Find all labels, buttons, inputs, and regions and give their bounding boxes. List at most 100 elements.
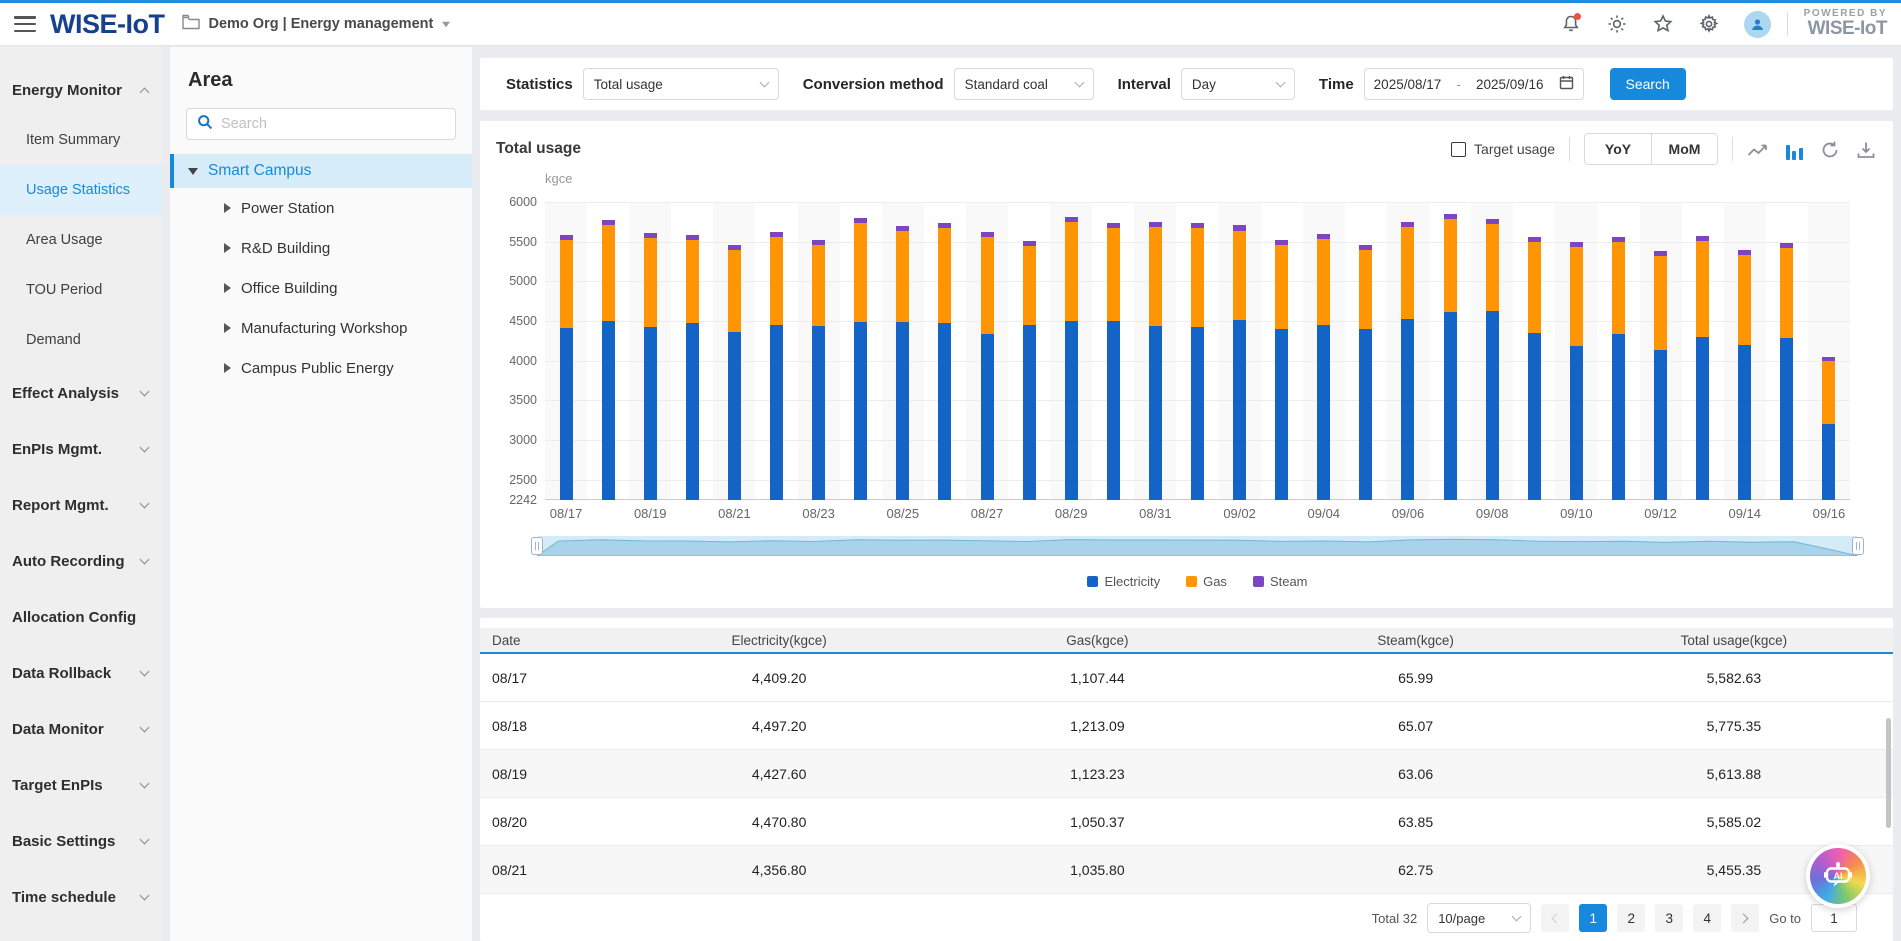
- bar-segment-steam: [854, 218, 868, 224]
- page-button-2[interactable]: 2: [1617, 904, 1646, 932]
- bar-segment-steam: [1148, 222, 1162, 228]
- search-button[interactable]: Search: [1609, 68, 1686, 100]
- sidebar-item-label: Usage Statistics: [26, 182, 130, 198]
- sidebar-item-basic-settings[interactable]: Basic Settings: [0, 813, 162, 869]
- sidebar-item-effect-analysis[interactable]: Effect Analysis: [0, 365, 162, 421]
- page-button-4[interactable]: 4: [1693, 904, 1722, 932]
- caret-right-icon: [224, 203, 231, 213]
- refresh-icon[interactable]: [1819, 138, 1841, 160]
- table-row: 08/20 4,470.80 1,050.37 63.85 5,585.02: [480, 798, 1893, 846]
- sidebar-item-usage-statistics[interactable]: Usage Statistics: [0, 165, 162, 215]
- x-axis-tick: 08/23: [802, 506, 835, 521]
- page-button-1[interactable]: 1: [1579, 904, 1608, 932]
- sidebar-item-enpis-mgmt[interactable]: EnPIs Mgmt.: [0, 421, 162, 477]
- tree-node-smart-campus[interactable]: Smart Campus: [170, 154, 472, 188]
- goto-page-input[interactable]: [1811, 904, 1857, 932]
- y-axis-tick: 2500: [509, 472, 537, 487]
- conversion-method-label: Conversion method: [802, 75, 944, 93]
- bar-segment-gas: [1106, 227, 1120, 321]
- sidebar-item-data-monitor[interactable]: Data Monitor: [0, 701, 162, 757]
- column-header-total-usage-kgce: Total usage(kgce): [1680, 632, 1788, 648]
- prev-page-button[interactable]: [1541, 904, 1570, 932]
- sidebar-item-tou-period[interactable]: TOU Period: [0, 265, 162, 315]
- bar-segment-gas: [1359, 250, 1373, 329]
- sidebar-item-item-summary[interactable]: Item Summary: [0, 115, 162, 165]
- tree-node-campus-public-energy[interactable]: Campus Public Energy: [186, 348, 456, 388]
- chevron-down-icon: [442, 21, 451, 27]
- table-cell: 5,613.88: [1706, 765, 1762, 782]
- bar-segment-steam: [938, 223, 952, 229]
- x-axis-tick: 09/16: [1812, 506, 1846, 521]
- bar-segment-steam: [1611, 236, 1625, 243]
- line-chart-icon[interactable]: [1747, 138, 1769, 160]
- datazoom-handle-right[interactable]: [1852, 537, 1864, 555]
- tree-node-manufacturing-workshop[interactable]: Manufacturing Workshop: [186, 308, 456, 348]
- tree-node-r-d-building[interactable]: R&D Building: [186, 228, 456, 268]
- time-range-picker[interactable]: 2025/08/17 - 2025/09/16: [1363, 68, 1584, 100]
- settings-gear-icon[interactable]: [1698, 13, 1720, 35]
- page-button-3[interactable]: 3: [1655, 904, 1684, 932]
- sidebar-item-target-enpis[interactable]: Target EnPIs: [0, 757, 162, 813]
- mom-button[interactable]: MoM: [1651, 134, 1717, 164]
- datazoom-handle-left[interactable]: [531, 537, 543, 555]
- bar-segment-gas: [1780, 248, 1794, 339]
- x-axis-tick: 09/06: [1391, 506, 1425, 521]
- bar-segment-gas: [1233, 230, 1247, 321]
- legend-item-electricity[interactable]: Electricity: [1087, 574, 1160, 589]
- bar-segment-gas: [1822, 360, 1836, 425]
- theme-brightness-icon[interactable]: [1606, 13, 1628, 35]
- sidebar-item-allocation-config[interactable]: Allocation Config: [0, 589, 162, 645]
- org-selector[interactable]: Demo Org | Energy management: [182, 14, 451, 34]
- brand-logo: WISE-IoT: [50, 8, 165, 39]
- table-cell: 5,775.35: [1706, 717, 1762, 734]
- bar-segment-gas: [770, 236, 784, 325]
- y-axis-tick: 2242: [509, 493, 537, 507]
- bar-segment-steam: [1401, 221, 1415, 227]
- bar-segment-gas: [1696, 241, 1710, 337]
- datazoom-slider[interactable]: [531, 536, 1864, 556]
- sidebar-item-energy-monitor[interactable]: Energy Monitor: [0, 65, 162, 115]
- chevron-down-icon: [139, 778, 150, 788]
- sidebar-item-auto-recording[interactable]: Auto Recording: [0, 533, 162, 589]
- tree-node-office-building[interactable]: Office Building: [186, 268, 456, 308]
- table-cell: 4,497.20: [751, 717, 807, 734]
- target-usage-checkbox[interactable]: [1451, 141, 1467, 157]
- bar-segment-electricity: [1611, 334, 1625, 500]
- chevron-down-icon: [1074, 77, 1085, 88]
- hamburger-menu-icon[interactable]: [14, 16, 36, 32]
- caret-right-icon: [224, 283, 231, 293]
- legend-item-gas[interactable]: Gas: [1186, 574, 1227, 589]
- conversion-method-select[interactable]: Standard coal: [953, 68, 1094, 100]
- tree-node-label: Power Station: [241, 199, 335, 217]
- legend-swatch: [1252, 576, 1264, 587]
- notifications-bell-icon[interactable]: [1560, 13, 1582, 35]
- ai-assistant-button[interactable]: AI: [1806, 844, 1870, 908]
- bar-segment-electricity: [1191, 327, 1204, 500]
- page-size-select[interactable]: 10/page: [1427, 903, 1532, 933]
- bar-segment-steam: [812, 239, 826, 245]
- favorite-star-icon[interactable]: [1652, 13, 1674, 35]
- user-avatar[interactable]: [1743, 10, 1771, 38]
- sidebar-item-report-mgmt[interactable]: Report Mgmt.: [0, 477, 162, 533]
- sidebar-item-demand[interactable]: Demand: [0, 315, 162, 365]
- sidebar-item-time-schedule[interactable]: Time schedule: [0, 869, 162, 925]
- interval-select[interactable]: Day: [1180, 68, 1295, 100]
- statistics-select[interactable]: Total usage: [582, 68, 779, 100]
- caret-right-icon: [224, 323, 231, 333]
- sidebar-item-label: Allocation Config: [12, 608, 137, 626]
- bar-segment-steam: [980, 231, 994, 237]
- area-search-input[interactable]: [221, 116, 445, 132]
- bar-segment-gas: [1527, 242, 1541, 333]
- yoy-button[interactable]: YoY: [1585, 134, 1651, 164]
- sidebar-item-label: Data Monitor: [12, 720, 104, 738]
- table-scrollbar[interactable]: [1886, 718, 1891, 828]
- y-axis-tick: 4000: [509, 353, 537, 368]
- sidebar-item-data-rollback[interactable]: Data Rollback: [0, 645, 162, 701]
- tree-node-power-station[interactable]: Power Station: [186, 188, 456, 228]
- legend-item-steam[interactable]: Steam: [1252, 574, 1308, 589]
- sidebar-item-area-usage[interactable]: Area Usage: [0, 215, 162, 265]
- next-page-button[interactable]: [1731, 904, 1760, 932]
- bar-chart-icon[interactable]: [1783, 138, 1805, 160]
- table-row: 08/21 4,356.80 1,035.80 62.75 5,455.35: [480, 846, 1893, 894]
- download-icon[interactable]: [1855, 138, 1877, 160]
